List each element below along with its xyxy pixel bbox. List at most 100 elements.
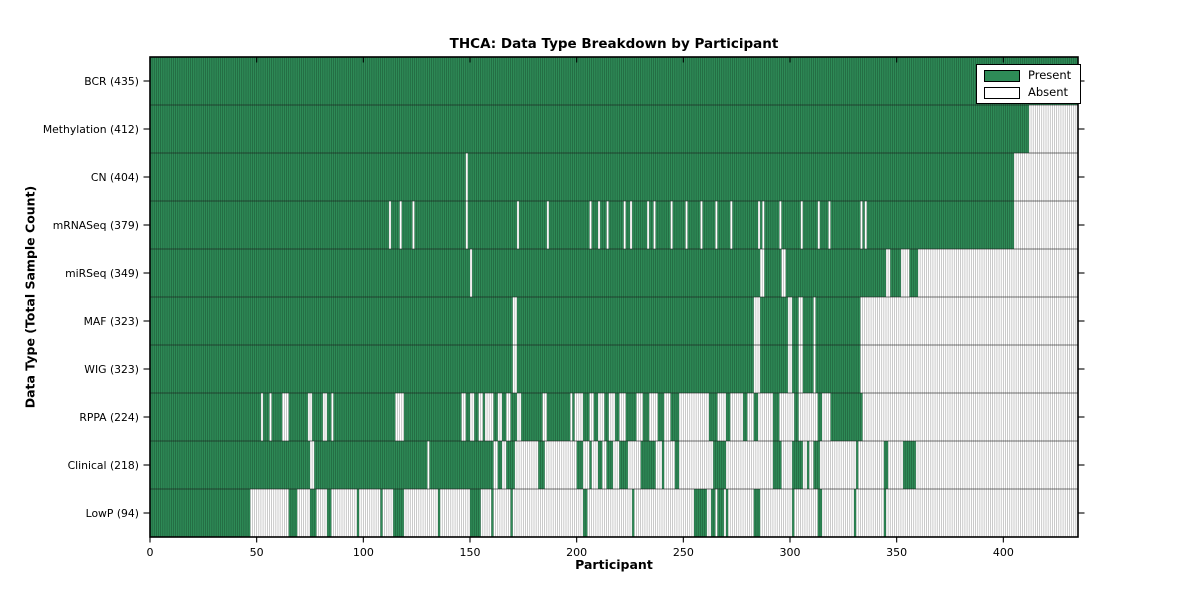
present-run: [632, 201, 648, 249]
present-run: [760, 345, 788, 393]
present-run: [890, 249, 901, 297]
present-run: [866, 201, 1014, 249]
present-run: [606, 441, 613, 489]
present-run: [753, 393, 758, 441]
present-run: [546, 393, 571, 441]
present-run: [792, 441, 803, 489]
present-run: [655, 201, 671, 249]
present-run: [760, 201, 763, 249]
y-axis-label: Data Type (Total Sample Count): [22, 185, 38, 409]
present-run: [792, 297, 799, 345]
present-run: [589, 441, 592, 489]
present-run: [604, 393, 609, 441]
present-run: [583, 393, 590, 441]
present-run: [815, 297, 861, 345]
present-run: [702, 201, 716, 249]
present-run: [708, 393, 718, 441]
present-run: [310, 489, 317, 537]
present-run: [819, 201, 829, 249]
present-run: [662, 441, 665, 489]
y-tick-label: BCR (435): [84, 75, 139, 88]
present-run: [760, 297, 788, 345]
y-tick-label: LowP (94): [86, 507, 139, 520]
present-run: [674, 441, 680, 489]
present-run: [753, 489, 761, 537]
x-tick-label: 150: [460, 546, 481, 559]
present-run: [711, 489, 716, 537]
present-run: [491, 489, 494, 537]
present-run: [150, 441, 310, 489]
present-run: [403, 393, 462, 441]
present-run: [792, 489, 795, 537]
present-run: [608, 201, 624, 249]
present-run: [150, 249, 470, 297]
x-tick-label: 50: [250, 546, 264, 559]
present-run: [516, 345, 754, 393]
present-run: [380, 489, 383, 537]
present-run: [632, 489, 635, 537]
present-run: [792, 345, 799, 393]
present-run: [150, 489, 251, 537]
present-run: [726, 489, 729, 537]
present-run: [625, 201, 630, 249]
y-tick-label: Clinical (218): [68, 459, 139, 472]
legend-present-label: Present: [1028, 68, 1072, 82]
present-run: [333, 393, 396, 441]
present-run: [883, 441, 889, 489]
present-run: [150, 153, 466, 201]
present-run: [817, 393, 822, 441]
present-run: [802, 297, 814, 345]
chart-title: THCA: Data Type Breakdown by Participant: [449, 36, 779, 52]
present-swatch: [984, 69, 1020, 82]
present-run: [802, 201, 818, 249]
present-run: [150, 345, 513, 393]
present-run: [619, 441, 628, 489]
y-tick-label: mRNASeq (379): [53, 219, 139, 232]
present-run: [670, 393, 680, 441]
present-run: [150, 57, 1078, 105]
x-tick-label: 0: [147, 546, 154, 559]
present-run: [802, 345, 814, 393]
legend-entry-present: Present: [984, 69, 1071, 82]
present-run: [862, 201, 865, 249]
y-tick-label: MAF (323): [84, 315, 139, 328]
present-run: [598, 441, 603, 489]
present-run: [288, 489, 298, 537]
present-run: [772, 393, 780, 441]
x-axis-label: Participant: [575, 557, 653, 572]
present-run: [510, 489, 513, 537]
x-tick-label: 350: [886, 546, 907, 559]
present-run: [150, 297, 513, 345]
present-run: [649, 201, 654, 249]
present-run: [764, 201, 780, 249]
present-run: [414, 201, 466, 249]
present-run: [327, 393, 332, 441]
x-tick-label: 200: [566, 546, 587, 559]
present-run: [467, 201, 517, 249]
present-run: [482, 393, 485, 441]
x-tick-label: 250: [673, 546, 694, 559]
present-run: [785, 249, 886, 297]
present-run: [548, 201, 590, 249]
present-run: [583, 489, 588, 537]
present-run: [429, 441, 494, 489]
present-run: [572, 393, 575, 441]
present-run: [591, 201, 598, 249]
present-run: [615, 393, 620, 441]
present-run: [794, 393, 799, 441]
x-tick-label: 400: [993, 546, 1014, 559]
present-run: [817, 489, 822, 537]
y-tick-label: miRSeq (349): [65, 267, 139, 280]
present-run: [717, 201, 731, 249]
present-run: [807, 441, 810, 489]
present-run: [764, 249, 782, 297]
present-run: [314, 441, 428, 489]
present-run: [470, 489, 481, 537]
present-run: [271, 393, 283, 441]
y-tick-label: Methylation (412): [43, 123, 139, 136]
y-tick-label: RPPA (224): [79, 411, 139, 424]
present-run: [150, 201, 389, 249]
present-run: [506, 441, 515, 489]
